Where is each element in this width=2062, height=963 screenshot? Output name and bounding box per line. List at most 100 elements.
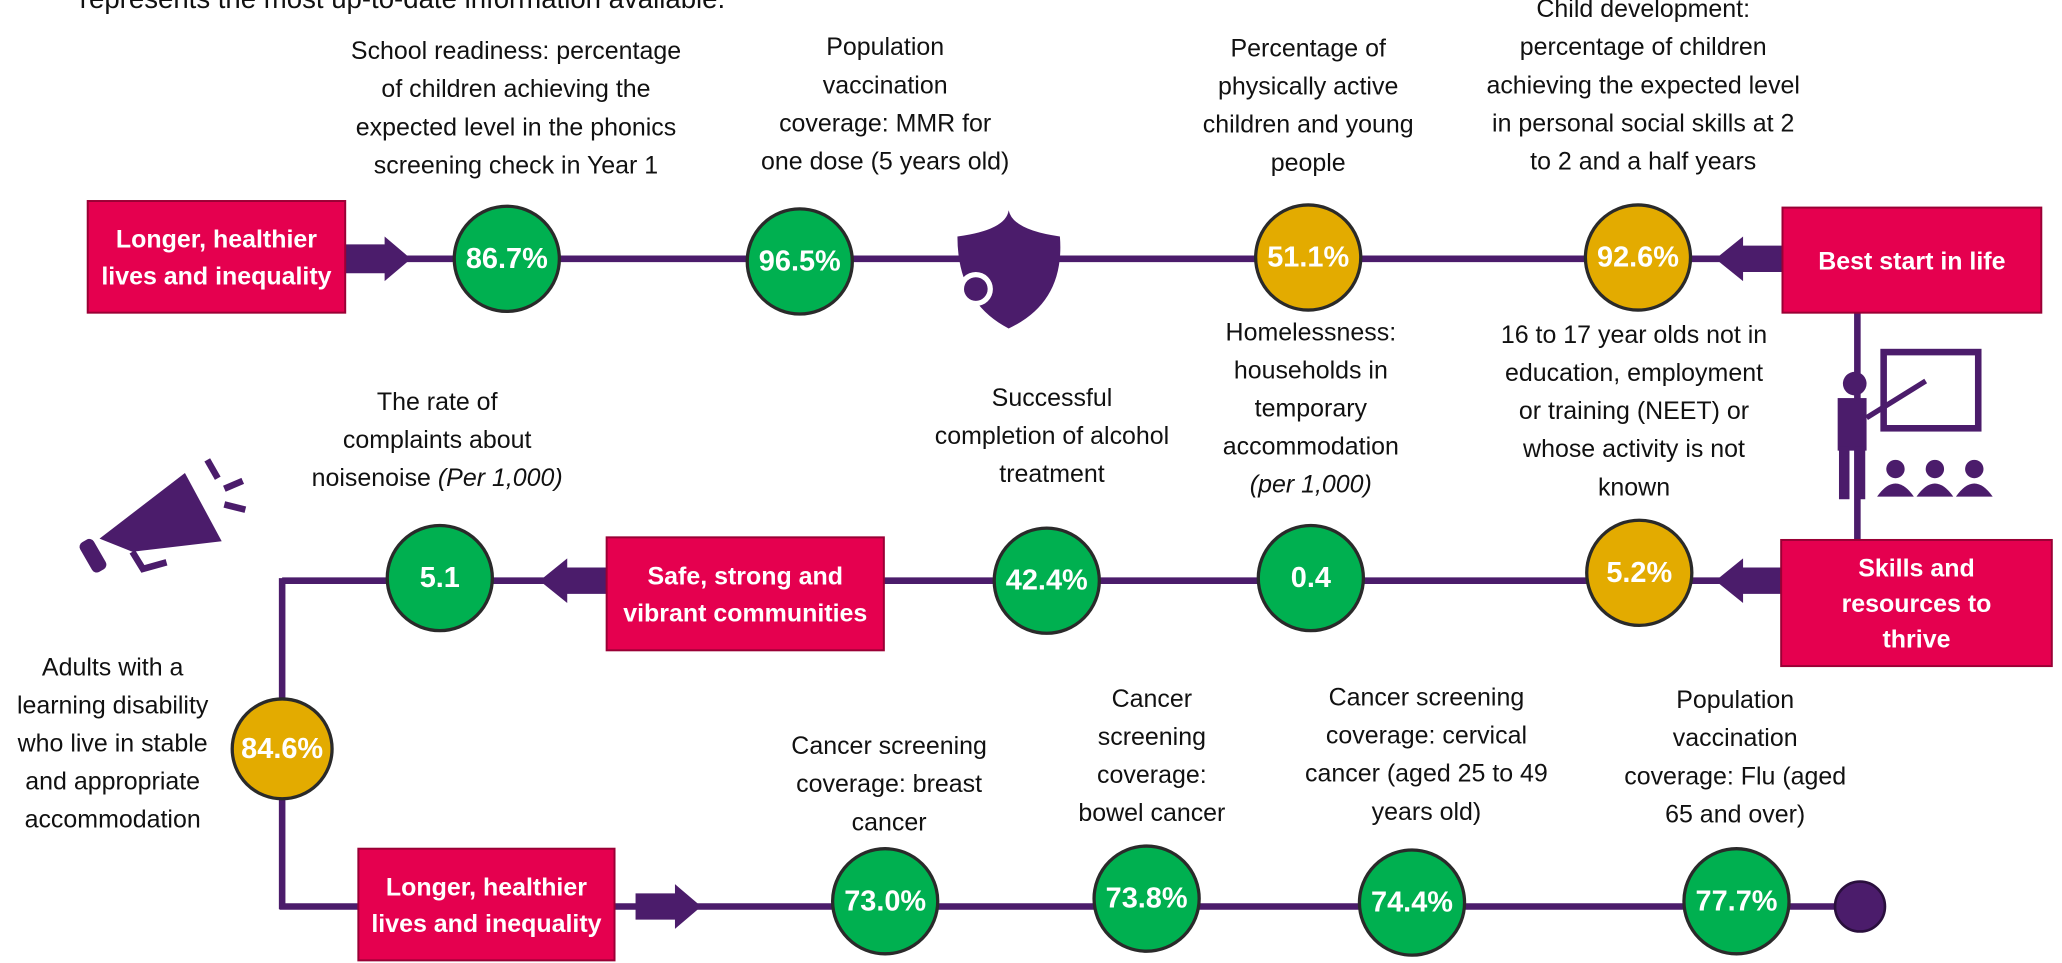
indicator-value: 92.6% xyxy=(1597,242,1679,274)
indicator-label: treatment xyxy=(999,460,1104,488)
indicator-value: 86.7% xyxy=(466,243,548,275)
indicator-circle xyxy=(992,526,1101,635)
indicator-label: years old) xyxy=(1372,798,1482,826)
indicator-circle xyxy=(830,847,940,956)
indicator-label: who live in stable xyxy=(17,729,208,757)
section-box xyxy=(86,200,347,314)
indicator-value: 84.6% xyxy=(241,733,323,765)
indicator-label: Successful xyxy=(992,384,1113,412)
section-label: resources to xyxy=(1842,590,1992,618)
indicator-circle xyxy=(1254,203,1363,312)
section-box xyxy=(1781,206,2043,314)
indicator-label: Cancer screening xyxy=(791,732,987,760)
arrows xyxy=(345,236,1887,933)
indicator-label: complaints about xyxy=(343,426,532,454)
indicator-label: in personal social skills at 2 xyxy=(1492,109,1794,137)
indicator-value: 73.8% xyxy=(1106,883,1188,915)
indicator-label: Adults with a xyxy=(42,653,184,681)
indicator-label: cancer (aged 25 to 49 xyxy=(1305,760,1548,788)
indicator-circle xyxy=(1585,518,1694,628)
section-label: Safe, strong and xyxy=(648,563,843,591)
indicator-value: 74.4% xyxy=(1371,887,1453,919)
indicator-label: Cancer xyxy=(1112,685,1192,713)
indicator-label: vaccination xyxy=(1673,724,1798,752)
indicator-label: percentage of children xyxy=(1520,33,1767,61)
indicator-label: The rate of xyxy=(377,388,498,416)
indicator-label: Population xyxy=(1676,686,1794,714)
section-label: vibrant communities xyxy=(623,599,867,627)
indicator-label: coverage: breast xyxy=(796,770,982,798)
section-label: lives and inequality xyxy=(371,910,601,938)
teacher-icon xyxy=(1837,348,1993,500)
indicator-value: 0.4 xyxy=(1291,562,1331,594)
indicator-circle xyxy=(1583,203,1693,312)
indicator-label: or training (NEET) or xyxy=(1519,397,1749,425)
indicator-label: bowel cancer xyxy=(1078,799,1225,827)
megaphone-icon xyxy=(79,458,247,573)
indicator-value: 42.4% xyxy=(1006,565,1088,597)
indicator-label: cancer xyxy=(852,808,927,836)
indicator-label: 16 to 17 year olds not in xyxy=(1501,321,1767,349)
indicator-label: and appropriate xyxy=(25,768,200,796)
section-box xyxy=(1780,538,2053,668)
indicator-label: one dose (5 years old) xyxy=(761,147,1009,175)
indicator-label: 65 and over) xyxy=(1665,800,1805,828)
section-box xyxy=(357,847,616,962)
section-label: Best start in life xyxy=(1818,247,2005,275)
indicator-label: Percentage of xyxy=(1231,34,1386,62)
intro: represents the most up-to-date informati… xyxy=(80,0,725,14)
indicator-label: Child development: xyxy=(1536,0,1750,23)
indicator-label: Cancer screening xyxy=(1329,683,1525,711)
indicator-value: 73.0% xyxy=(844,885,926,917)
indicator-label: physically active xyxy=(1218,73,1398,101)
indicator-value: 5.1 xyxy=(420,562,460,594)
indicator-label: School readiness: percentage xyxy=(351,37,681,65)
indicator-label: expected level in the phonics xyxy=(356,113,676,141)
indicator-label: to 2 and a half years xyxy=(1530,147,1756,175)
indicator-note: (Per 1,000) xyxy=(438,464,563,492)
indicator-label: learning disability xyxy=(17,691,209,719)
section-label: lives and inequality xyxy=(101,262,331,290)
indicator-label: achieving the expected level xyxy=(1486,71,1800,99)
indicator-label: screening xyxy=(1098,723,1206,751)
indicator-label: whose activity is not xyxy=(1522,435,1745,463)
indicator-label: education, employment xyxy=(1505,359,1763,387)
indicator-label: Population xyxy=(826,33,944,61)
indicator-circle xyxy=(1256,523,1366,633)
indicator-label: temporary xyxy=(1255,394,1368,422)
indicator-value: 77.7% xyxy=(1696,885,1778,917)
indicator-value: 5.2% xyxy=(1606,557,1672,589)
indicator-label: known xyxy=(1598,473,1670,501)
section-label: Longer, healthier xyxy=(116,226,317,254)
indicator-circle xyxy=(1682,847,1791,956)
indicator-circle xyxy=(745,207,854,316)
indicator-circle xyxy=(1092,844,1201,953)
indicator-label-line: noisenoise (Per 1,000) xyxy=(312,464,563,492)
indicator-label: completion of alcohol xyxy=(935,422,1169,450)
indicator-label: coverage: cervical xyxy=(1326,722,1527,750)
indicator-circle xyxy=(452,204,561,314)
indicator-label: screening check in Year 1 xyxy=(374,151,658,179)
indicator-label: coverage: xyxy=(1097,761,1207,789)
section-label: Longer, healthier xyxy=(386,873,587,901)
indicator-circle xyxy=(230,697,334,801)
indicator-label: people xyxy=(1271,149,1346,177)
indicator-label: coverage: Flu (aged xyxy=(1624,762,1846,790)
section-label: thrive xyxy=(1883,626,1951,654)
indicator-value: 96.5% xyxy=(759,245,841,277)
indicator-label: children and young xyxy=(1203,111,1414,139)
indicator-note: (per 1,000) xyxy=(1250,471,1372,499)
indicator-label: households in xyxy=(1234,356,1388,384)
indicator-label: noise xyxy=(371,464,431,492)
indicator-label: accommodation xyxy=(1223,433,1399,461)
indicator-circle xyxy=(385,523,494,633)
indicator-circle xyxy=(1357,848,1467,957)
indicator-label: of children achieving the xyxy=(381,75,650,103)
indicator-value: 51.1% xyxy=(1267,242,1349,274)
indicator-label: accommodation xyxy=(25,806,201,834)
indicator-label: vaccination xyxy=(823,71,948,99)
shield-icon xyxy=(957,210,1061,329)
indicator-label: coverage: MMR for xyxy=(779,109,991,137)
indicator-label: Homelessness: xyxy=(1226,318,1397,346)
